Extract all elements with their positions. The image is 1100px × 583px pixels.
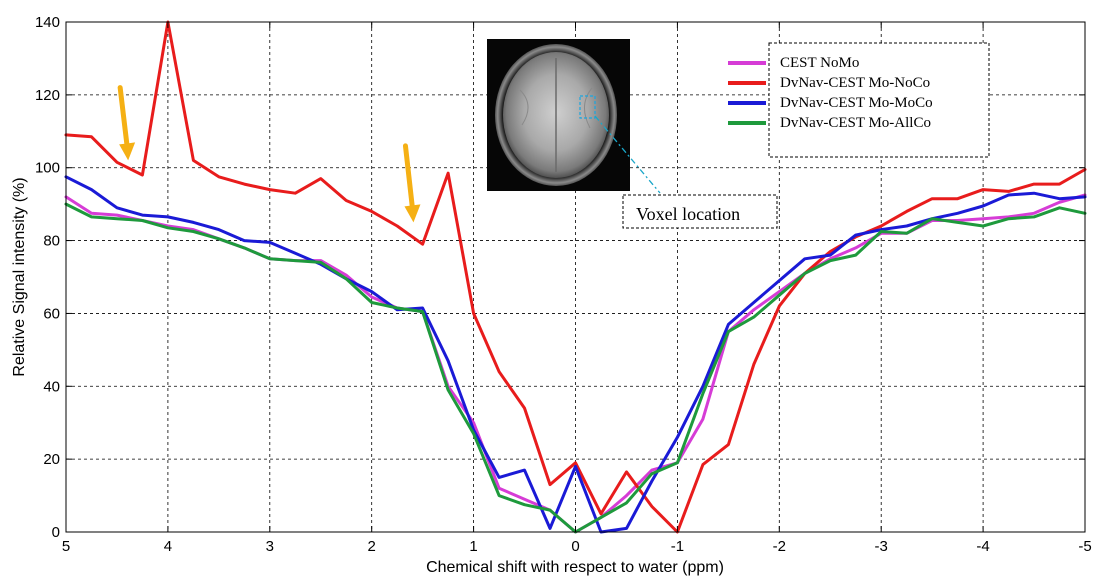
legend-item-dvnav-noco: DvNav-CEST Mo-NoCo xyxy=(728,75,930,91)
legend-box xyxy=(768,42,990,158)
y-tick-label: 80 xyxy=(43,233,60,250)
x-tick-label: 2 xyxy=(368,538,376,555)
voxel-marker xyxy=(579,95,596,119)
series-line-dvnav-cest-mo-noco xyxy=(64,20,1087,534)
legend: CEST NoMo DvNav-CEST Mo-NoCo DvNav-CEST … xyxy=(728,42,990,158)
series-group xyxy=(64,20,1087,534)
annotation-arrow-head xyxy=(119,142,136,161)
x-tick-label: -3 xyxy=(875,538,888,555)
y-tick-label: 120 xyxy=(35,87,60,104)
arrows-group xyxy=(117,85,421,223)
legend-label: CEST NoMo xyxy=(780,55,859,71)
y-tick-label: 140 xyxy=(35,14,60,31)
legend-label: DvNav-CEST Mo-MoCo xyxy=(780,95,933,111)
legend-item-dvnav-allco: DvNav-CEST Mo-AllCo xyxy=(728,115,931,131)
annotation-arrow-shaft xyxy=(402,143,415,211)
legend-item-cest-nomo: CEST NoMo xyxy=(728,55,859,71)
annotation-arrow-shaft xyxy=(117,85,130,149)
legend-label: DvNav-CEST Mo-NoCo xyxy=(780,75,930,91)
x-tick-label: -4 xyxy=(976,538,989,555)
y-tick-label: 60 xyxy=(43,305,60,322)
voxel-location-label: Voxel location xyxy=(636,204,740,224)
series-line-dvnav-cest-mo-moco xyxy=(64,175,1087,534)
y-tick-label: 20 xyxy=(43,451,60,468)
x-tick-label: 0 xyxy=(571,538,579,555)
y-tick-label: 0 xyxy=(52,524,60,541)
y-tick-label: 40 xyxy=(43,378,60,395)
ticks-group: 5 4 3 2 1 0 -1 -2 -3 -4 -5 0 20 40 60 80 100 120 140 xyxy=(35,14,1092,555)
voxel-callout-line xyxy=(594,115,661,194)
y-axis-label: Relative Signal intensity (%) xyxy=(11,177,28,376)
x-tick-label: -2 xyxy=(773,538,786,555)
x-tick-label: 1 xyxy=(469,538,477,555)
brain-mri-slice-image xyxy=(487,39,630,191)
y-tick-label: 100 xyxy=(35,160,60,177)
legend-item-dvnav-moco: DvNav-CEST Mo-MoCo xyxy=(728,95,933,111)
x-tick-label: 3 xyxy=(266,538,274,555)
annotation-arrow-head xyxy=(404,204,421,223)
x-tick-label: 5 xyxy=(62,538,70,555)
x-axis-label: Chemical shift with respect to water (pp… xyxy=(426,559,724,576)
legend-label: DvNav-CEST Mo-AllCo xyxy=(780,115,931,131)
x-tick-label: -5 xyxy=(1078,538,1091,555)
x-tick-label: -1 xyxy=(671,538,684,555)
voxel-location-callout: Voxel location xyxy=(622,194,778,229)
x-tick-label: 4 xyxy=(164,538,172,555)
